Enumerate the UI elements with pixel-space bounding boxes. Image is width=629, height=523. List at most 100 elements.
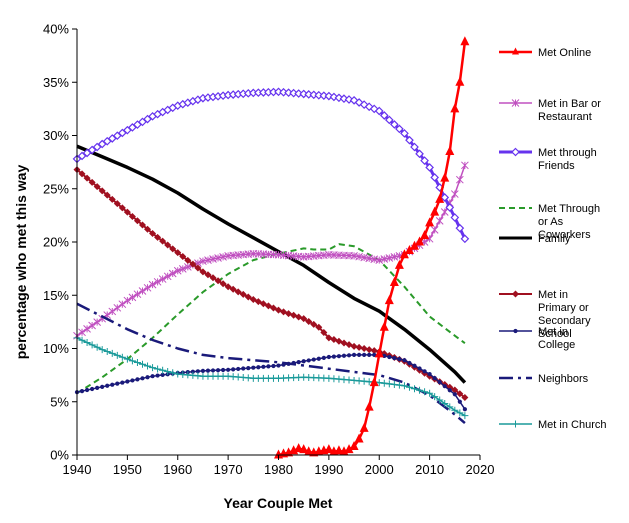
data-point <box>430 206 440 216</box>
data-point <box>455 223 465 233</box>
data-point <box>115 381 120 386</box>
data-point <box>110 382 115 387</box>
data-point <box>105 383 110 388</box>
legend-label: Met in Bar or Restaurant <box>538 98 601 123</box>
series-line <box>76 243 466 395</box>
legend-item: Met in Church <box>499 419 606 431</box>
data-point <box>195 369 200 374</box>
data-point <box>426 389 434 397</box>
data-point <box>346 353 352 358</box>
data-point <box>355 343 363 351</box>
series-line <box>76 302 466 425</box>
data-point <box>264 302 272 310</box>
series-markers <box>73 166 469 401</box>
data-point <box>138 360 146 368</box>
data-point <box>173 266 182 275</box>
data-point <box>179 252 187 260</box>
data-point <box>360 345 368 352</box>
data-point <box>205 368 211 373</box>
plot-area <box>72 36 470 459</box>
data-point <box>149 229 157 237</box>
data-point <box>125 379 130 384</box>
legend-item: Family <box>499 233 571 245</box>
data-point <box>174 249 182 257</box>
data-point <box>415 149 424 159</box>
data-point <box>349 440 359 450</box>
y-tick-label: 0% <box>50 448 69 463</box>
data-point <box>436 396 444 404</box>
data-point <box>512 420 519 428</box>
data-point <box>441 399 449 407</box>
data-point <box>511 99 520 107</box>
data-point <box>78 328 86 337</box>
data-point <box>301 359 306 364</box>
series-0 <box>274 36 470 459</box>
series-line <box>76 144 467 384</box>
data-point <box>450 213 460 222</box>
data-point <box>254 298 262 306</box>
data-point <box>451 386 459 394</box>
data-point <box>462 407 467 412</box>
x-tick-label: 1940 <box>63 462 92 477</box>
legend-item: Met in Bar or Restaurant <box>499 98 601 123</box>
data-point <box>113 303 122 312</box>
data-point <box>118 204 126 212</box>
data-point <box>397 357 402 362</box>
data-point <box>415 236 425 246</box>
series-line <box>76 165 466 337</box>
data-point <box>128 357 136 365</box>
data-point <box>95 385 100 391</box>
data-point <box>133 217 141 225</box>
data-point <box>144 362 152 370</box>
data-point <box>354 433 364 443</box>
data-point <box>299 444 309 454</box>
legend-item: Met Through or As Coworkers <box>499 203 600 241</box>
data-point <box>276 363 281 368</box>
data-point <box>425 163 434 172</box>
data-point <box>118 353 126 361</box>
data-point <box>149 364 157 372</box>
data-point <box>379 321 389 331</box>
data-point <box>135 377 140 382</box>
y-tick-label: 10% <box>43 341 69 356</box>
data-point <box>326 354 331 360</box>
data-point <box>118 300 127 309</box>
x-tick-label: 1950 <box>113 462 142 477</box>
data-point <box>83 174 91 182</box>
data-point <box>390 380 398 388</box>
series-8 <box>73 334 469 420</box>
data-point <box>169 369 177 377</box>
data-point <box>430 226 439 234</box>
data-point <box>87 145 97 155</box>
data-point <box>457 399 462 404</box>
y-tick-label: 25% <box>43 181 69 196</box>
data-point <box>402 358 407 363</box>
data-point <box>427 371 432 377</box>
data-point <box>320 329 328 337</box>
data-point <box>190 369 195 374</box>
x-axis: 1940 1950 1960 1970 1980 1990 2000 2010 2020 <box>63 454 494 477</box>
data-point <box>405 383 413 391</box>
data-point <box>144 225 152 233</box>
data-point <box>359 422 369 432</box>
data-point <box>442 384 447 389</box>
data-point <box>120 380 125 385</box>
data-point <box>246 365 251 371</box>
y-tick-label: 20% <box>43 235 69 250</box>
data-point <box>380 379 388 387</box>
data-point <box>350 342 358 350</box>
data-point <box>266 364 271 369</box>
data-point <box>306 358 311 363</box>
data-point <box>256 365 261 370</box>
data-point <box>234 288 242 296</box>
legend-item: Met Online <box>499 47 591 59</box>
data-point <box>420 156 429 165</box>
series-markers <box>73 334 469 420</box>
data-point <box>305 318 313 326</box>
data-point <box>390 120 399 129</box>
data-point <box>456 390 464 398</box>
data-point <box>400 382 408 390</box>
data-point <box>310 320 318 328</box>
data-point <box>431 393 439 401</box>
data-point <box>143 283 152 292</box>
